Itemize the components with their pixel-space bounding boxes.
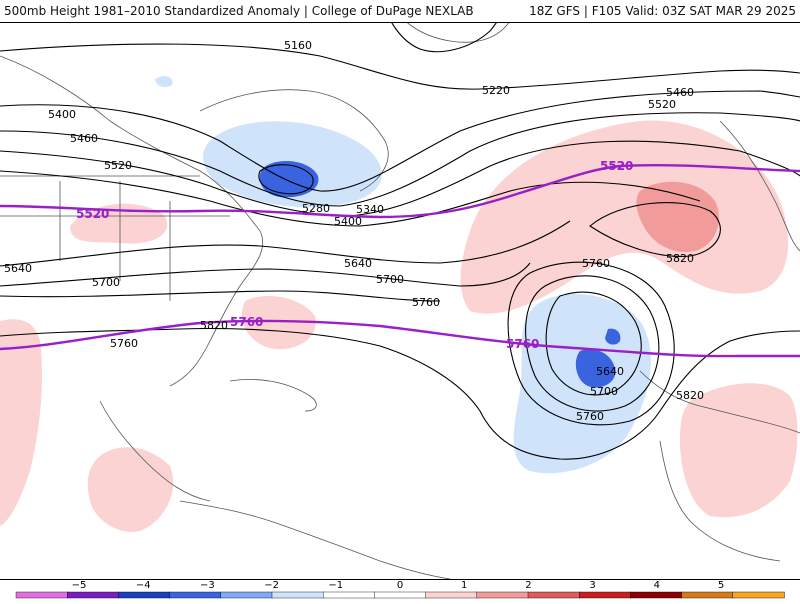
colorbar-tick-label: 5	[718, 580, 724, 591]
colorbar-segment	[732, 591, 785, 599]
climo-label: 5520	[600, 159, 633, 173]
contour-labels: 5160 5220 5400 5460 5520 5280 5340 5400 …	[4, 39, 704, 423]
climatology-contours	[0, 163, 800, 358]
contour-label: 5760	[110, 337, 138, 350]
colorbar-segment	[271, 591, 324, 599]
contour-label: 5820	[676, 389, 704, 402]
colorbar-segment	[681, 591, 734, 599]
header-bar: 500mb Height 1981–2010 Standardized Anom…	[0, 0, 800, 22]
climo-label: 5760	[506, 337, 539, 351]
contour-label: 5400	[48, 108, 76, 121]
contour-label: 5460	[70, 132, 98, 145]
colorbar-segment	[476, 591, 529, 599]
colorbar-tick-label: −2	[264, 580, 279, 591]
contour-label: 5640	[596, 365, 624, 378]
map-panel: 5160 5220 5400 5460 5520 5280 5340 5400 …	[0, 0, 800, 580]
colorbar-segments	[15, 591, 785, 599]
colorbar-segment	[118, 591, 171, 599]
colorbar-segment	[630, 591, 683, 599]
contour-label: 5520	[648, 98, 676, 111]
colorbar-segment	[425, 591, 478, 599]
colorbar-tick-label: 2	[525, 580, 531, 591]
colorbar-segment	[169, 591, 222, 599]
contour-label: 5460	[666, 86, 694, 99]
contour-label: 5760	[576, 410, 604, 423]
colorbar-tick-label: 4	[654, 580, 660, 591]
contour-label: 5400	[334, 215, 362, 228]
contour-label: 5220	[482, 84, 510, 97]
colorbar-tick-label: −3	[200, 580, 215, 591]
run-info: 18Z GFS | F105 Valid: 03Z SAT MAR 29 202…	[529, 4, 796, 18]
colorbar-ticks: −5 −4 −3 −2 −1 0 1 2 3 4 5	[72, 580, 725, 591]
contour-label: 5640	[344, 257, 372, 270]
contour-label: 5760	[582, 257, 610, 270]
colorbar-tick-label: −5	[72, 580, 87, 591]
map-title: 500mb Height 1981–2010 Standardized Anom…	[4, 4, 474, 18]
colorbar-segment	[374, 591, 427, 599]
contour-label: 5820	[200, 319, 228, 332]
colorbar-segment	[66, 591, 120, 599]
contour-label: 5760	[412, 296, 440, 309]
climatology-labels: 5520 5520 5760 5760	[76, 159, 633, 351]
contour-label: 5700	[92, 276, 120, 289]
colorbar-segment	[527, 591, 580, 599]
contour-label: 5700	[376, 273, 404, 286]
contour-label: 5820	[666, 252, 694, 265]
anomaly-negative-fill	[155, 76, 651, 474]
colorbar-tick-label: −4	[136, 580, 151, 591]
colorbar-segment	[220, 591, 273, 599]
colorbar-tick-label: 1	[461, 580, 467, 591]
contour-label: 5280	[302, 202, 330, 215]
colorbar-tick-label: −1	[328, 580, 343, 591]
anomaly-positive-fill	[0, 120, 798, 532]
colorbar-segment	[579, 591, 632, 599]
map-canvas: 5160 5220 5400 5460 5520 5280 5340 5400 …	[0, 0, 800, 580]
colorbar-segment	[15, 591, 68, 599]
contour-label: 5340	[356, 203, 384, 216]
colorbar-tick-label: 3	[589, 580, 595, 591]
climo-label: 5520	[76, 207, 109, 221]
contour-label: 5640	[4, 262, 32, 275]
contour-label: 5520	[104, 159, 132, 172]
contour-label: 5160	[284, 39, 312, 52]
colorbar-tick-label: 0	[397, 580, 403, 591]
climo-label: 5760	[230, 315, 263, 329]
colorbar: −5 −4 −3 −2 −1 0 1 2 3 4 5	[0, 578, 800, 600]
contour-label: 5700	[590, 385, 618, 398]
colorbar-segment	[323, 591, 376, 599]
